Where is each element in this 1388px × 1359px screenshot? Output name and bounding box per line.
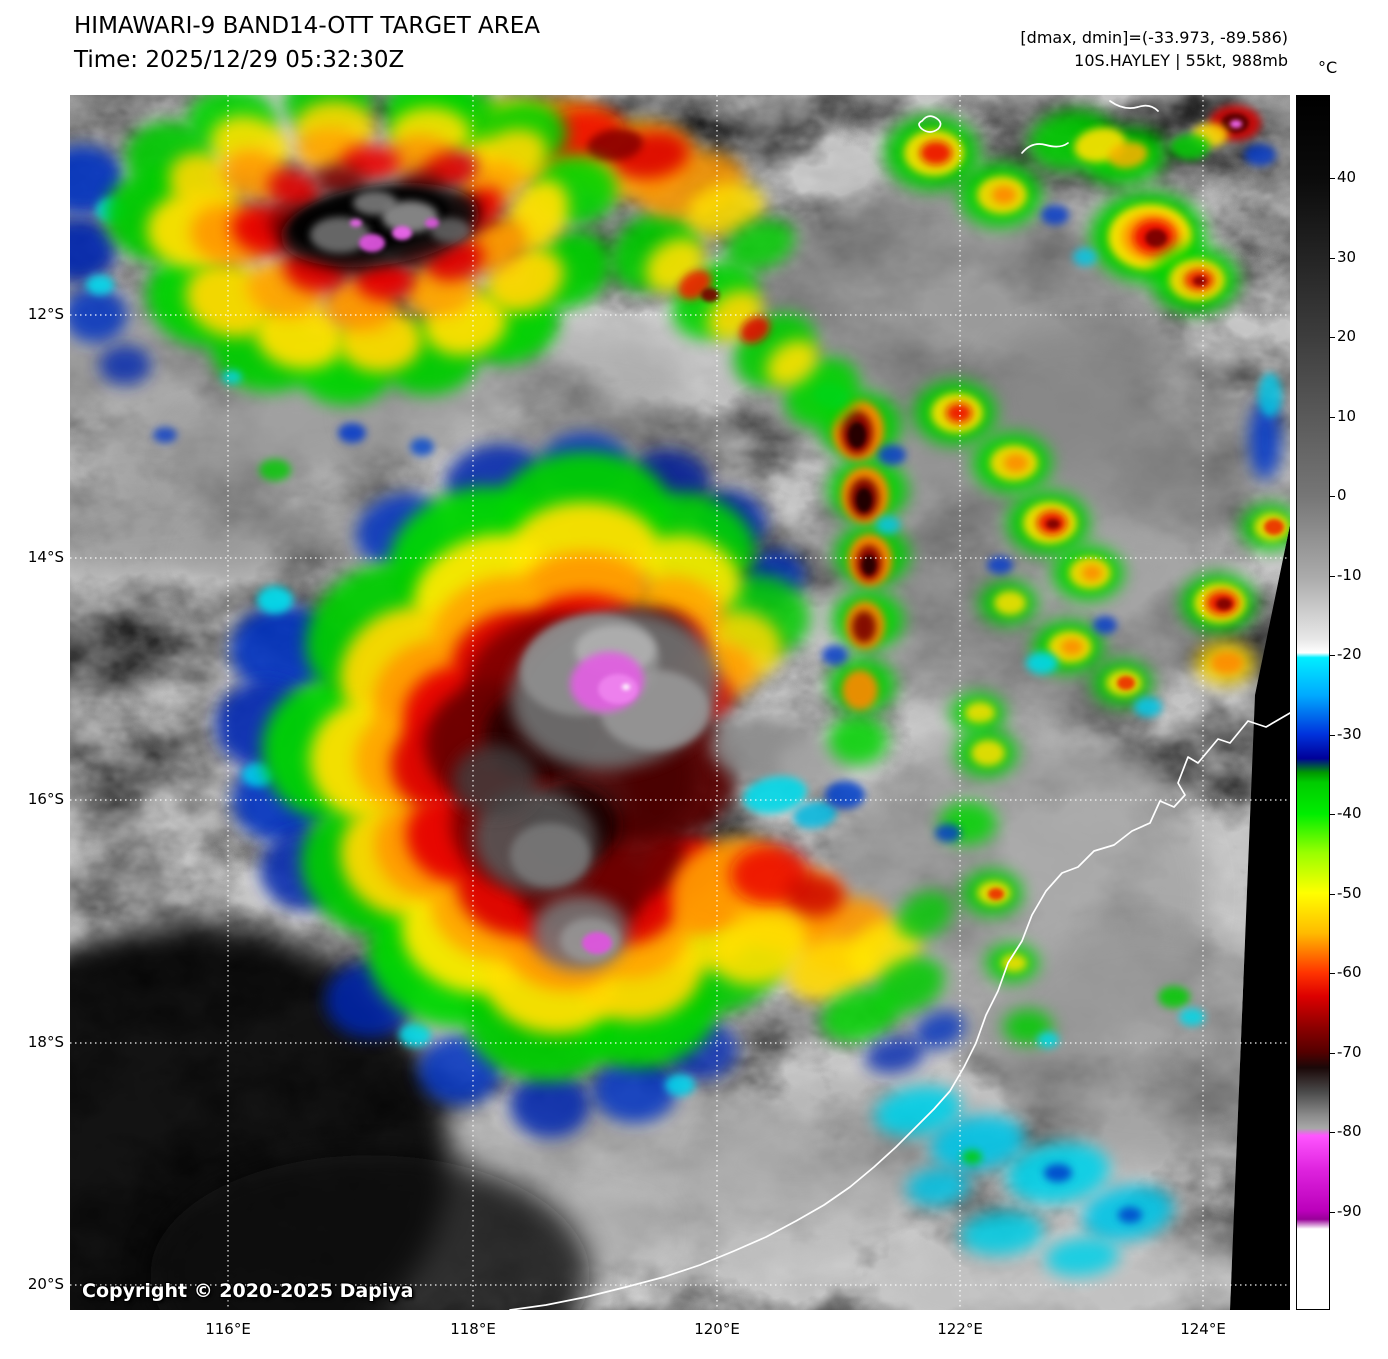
grid-lines xyxy=(70,95,1290,1310)
lat-label: 18°S xyxy=(27,1033,64,1051)
colorbar-tick-label: 40 xyxy=(1337,168,1357,186)
colorbar-tick-label: -40 xyxy=(1337,804,1362,822)
colorbar-tick-mark xyxy=(1330,575,1335,577)
lon-label: 116°E xyxy=(205,1320,251,1338)
colorbar-tick-label: -50 xyxy=(1337,883,1362,902)
colorbar-tick-mark xyxy=(1330,734,1335,736)
colorbar-gradient xyxy=(1297,96,1329,1309)
colorbar-tick-mark xyxy=(1330,178,1335,179)
lat-label: 20°S xyxy=(27,1275,64,1293)
lat-label: 16°S xyxy=(27,790,64,808)
colorbar-tick-label: -20 xyxy=(1337,645,1362,663)
page-title: HIMAWARI-9 BAND14-OTT TARGET AREA xyxy=(74,13,541,39)
lon-label: 120°E xyxy=(694,1320,740,1338)
colorbar-tick-mark xyxy=(1330,973,1335,974)
colorbar-unit-label: °C xyxy=(1318,58,1338,77)
colorbar-tick-label: -10 xyxy=(1337,565,1362,584)
copyright-notice: Copyright © 2020-2025 Dapiya xyxy=(82,1280,414,1302)
colorbar-tick-mark xyxy=(1330,496,1335,497)
timestamp: Time: 2025/12/29 05:32:30Z xyxy=(74,47,405,73)
lat-label: 12°S xyxy=(27,305,64,323)
colorbar-tick-label: -80 xyxy=(1337,1122,1362,1140)
colorbar-tick-mark xyxy=(1330,1132,1335,1133)
lat-label: 14°S xyxy=(27,548,64,566)
colorbar-tick-mark xyxy=(1330,893,1335,895)
lon-label: 124°E xyxy=(1180,1320,1226,1338)
colorbar-tick-label: 0 xyxy=(1337,486,1347,504)
colorbar-tick-mark xyxy=(1330,655,1335,656)
colorbar-tick-mark xyxy=(1330,257,1335,259)
range-annotation: [dmax, dmin]=(-33.973, -89.586) xyxy=(1020,28,1288,47)
colorbar-tick-label: -60 xyxy=(1337,963,1362,981)
lon-label: 122°E xyxy=(937,1320,983,1338)
lon-label: 118°E xyxy=(450,1320,496,1338)
colorbar-tick-label: 30 xyxy=(1337,247,1357,266)
colorbar-tick-mark xyxy=(1330,1211,1335,1213)
coastline xyxy=(509,100,1290,1310)
colorbar-tick-label: -70 xyxy=(1337,1042,1362,1061)
satellite-image xyxy=(70,95,1290,1310)
colorbar-tick-mark xyxy=(1330,1052,1335,1054)
colorbar-tick-label: -90 xyxy=(1337,1201,1362,1220)
colorbar-tick-mark xyxy=(1330,416,1335,418)
colorbar-tick-mark xyxy=(1330,814,1335,815)
colorbar-tick-label: -30 xyxy=(1337,724,1362,743)
cloud-field xyxy=(70,95,1290,1310)
storm-annotation: 10S.HAYLEY | 55kt, 988mb xyxy=(1074,51,1288,71)
satellite-map: Copyright © 2020-2025 Dapiya xyxy=(70,95,1290,1310)
colorbar-tick-mark xyxy=(1330,337,1335,338)
colorbar xyxy=(1296,95,1330,1310)
colorbar-tick-label: 10 xyxy=(1337,406,1357,425)
annotations: [dmax, dmin]=(-33.973, -89.586) 10S.HAYL… xyxy=(1020,26,1288,72)
colorbar-tick-label: 20 xyxy=(1337,327,1357,345)
